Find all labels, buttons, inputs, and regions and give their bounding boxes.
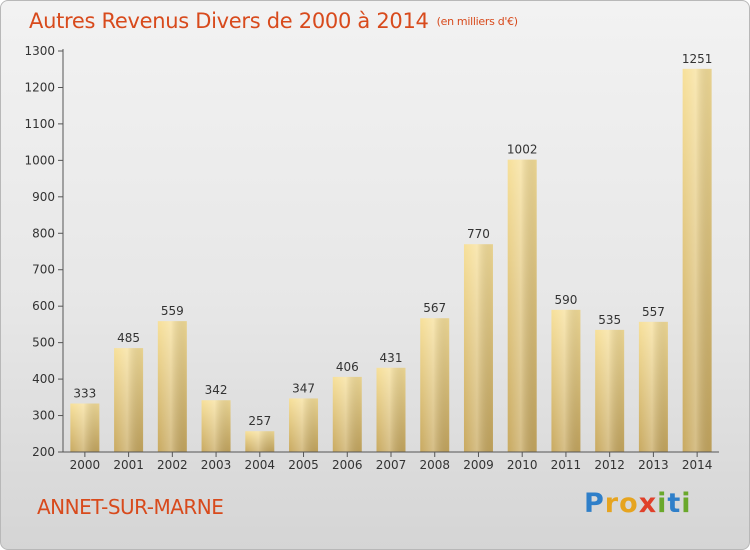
bar-value-label: 485 [117,331,140,345]
bar-shade [157,321,187,452]
logo-letter: o [619,488,639,519]
bar-value-label: 406 [336,360,359,374]
logo-letter: t [667,488,682,519]
y-tick-label: 1200 [24,80,55,94]
logo-letter: r [604,488,620,519]
y-tick-label: 800 [32,226,55,240]
chart-title-unit: (en milliers d'€) [436,15,518,28]
bar-shade [682,68,712,452]
bar-shade [114,348,144,452]
logo-letter: x [638,488,658,519]
x-tick-label: 2005 [288,458,319,472]
y-tick-label: 1000 [24,153,55,167]
bar-shade [551,309,581,452]
x-tick-label: 2003 [201,458,232,472]
bar-value-label: 557 [642,305,665,319]
bar-value-label: 342 [205,383,228,397]
x-tick-label: 2011 [551,458,582,472]
x-tick-label: 2010 [507,458,538,472]
bar-shade [376,367,406,452]
bar-shade [289,398,319,452]
x-tick-label: 2000 [70,458,101,472]
x-tick-label: 2001 [113,458,144,472]
x-tick-label: 2006 [332,458,363,472]
x-tick-label: 2007 [376,458,407,472]
bar-shade [595,329,625,452]
bar-shade [70,403,100,452]
logo-letter: i [657,488,668,519]
bar-shade [638,321,668,452]
bar-value-label: 770 [467,227,490,241]
bar-shade [245,431,275,452]
x-tick-label: 2004 [245,458,276,472]
bar-value-label: 559 [161,304,184,318]
y-tick-label: 400 [32,372,55,386]
bars: 333 485 559 342 257 347 406 431 567 770 1002 590 535… [70,52,712,452]
bar-value-label: 257 [248,414,271,428]
bar-value-label: 1251 [682,52,713,66]
bar-shade [463,244,493,452]
proxiti-logo: Proxiti [584,488,692,519]
x-axis: 2000 2001 2002 2003 2004 2005 2006 2007 2008 2009… [63,451,719,472]
bar-shade [420,318,450,452]
y-axis: 200 300 400 500 600 700 800 900 1000 1100 1200 1300 [24,44,64,459]
bar-shade [507,159,537,452]
bar-shade [332,376,362,452]
logo-letter: i [681,488,692,519]
bar-value-label: 590 [554,293,577,307]
y-tick-label: 1300 [24,44,55,58]
commune-name: ANNET-SUR-MARNE [37,495,224,519]
bar-value-label: 431 [380,351,403,365]
logo-letter: P [584,488,605,519]
bar-value-label: 535 [598,313,621,327]
x-tick-label: 2012 [594,458,625,472]
x-tick-label: 2008 [419,458,450,472]
bar-shade [201,400,231,452]
y-tick-label: 600 [32,299,55,313]
x-tick-label: 2014 [682,458,713,472]
x-tick-label: 2002 [157,458,188,472]
x-tick-label: 2009 [463,458,494,472]
bar-value-label: 1002 [507,143,538,157]
y-tick-label: 200 [32,445,55,459]
bar-value-label: 347 [292,381,315,395]
chart-title: Autres Revenus Divers de 2000 à 2014 (en … [29,9,518,33]
y-tick-label: 700 [32,263,55,277]
y-tick-label: 900 [32,190,55,204]
bar-value-label: 333 [73,387,96,401]
y-tick-label: 500 [32,336,55,350]
x-tick-label: 2013 [638,458,669,472]
bar-value-label: 567 [423,301,446,315]
y-tick-label: 300 [32,409,55,423]
y-tick-label: 1100 [24,117,55,131]
